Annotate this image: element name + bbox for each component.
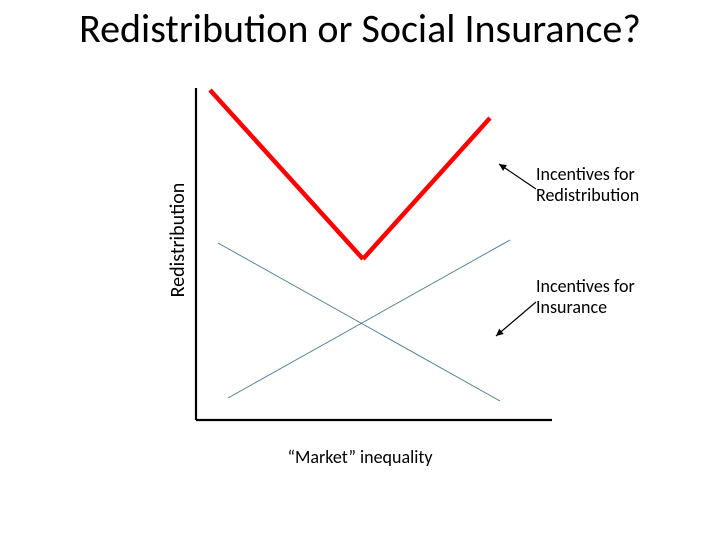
x-axis-label: “Market” inequality	[250, 446, 470, 468]
series-thin-upslope	[228, 240, 510, 398]
slide: Redistribution or Social Insurance? Redi…	[0, 0, 720, 540]
annotation-arrow-0-head	[499, 164, 507, 171]
annotation-insurance-text: Incentives forInsurance	[536, 275, 635, 318]
annotation-arrow-1-head	[496, 329, 504, 336]
page-title: Redistribution or Social Insurance?	[0, 4, 720, 53]
y-axis-label: Redistribution	[166, 150, 190, 330]
series-thin-downslope	[218, 243, 500, 401]
annotation-redistribution-text: Incentives forRedistribution	[536, 163, 639, 206]
x-axis-label-text: “Market” inequality	[287, 446, 432, 468]
series-red-upslope	[363, 118, 490, 259]
y-axis-label-text: Redistribution	[166, 183, 190, 298]
annotation-redistribution: Incentives forRedistribution	[536, 164, 639, 205]
annotation-insurance: Incentives forInsurance	[536, 276, 635, 317]
series-red-downslope	[210, 90, 363, 259]
annotation-arrow-1	[496, 302, 536, 336]
annotation-arrow-0	[499, 164, 536, 189]
